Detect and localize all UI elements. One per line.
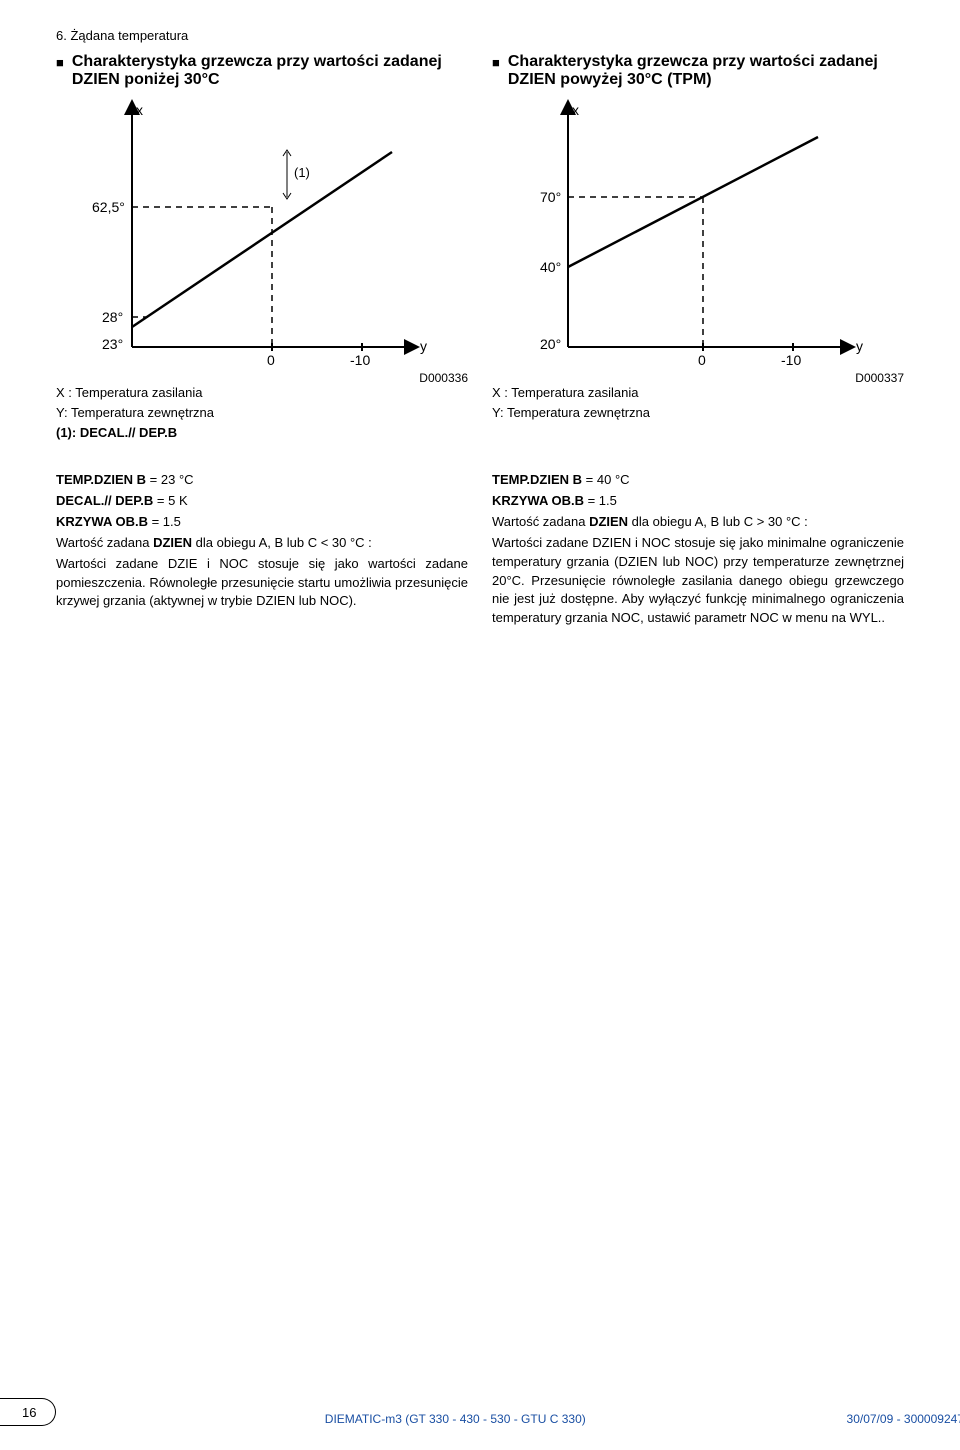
left-heading: ■ Charakterystyka grzewcza przy wartości… (56, 53, 468, 89)
axis-label-y: y (420, 338, 427, 354)
legend-y: Y: Temperatura zewnętrzna (56, 403, 468, 423)
legend-x: X : Temperatura zasilania (56, 383, 468, 403)
left-legend: X : Temperatura zasilania Y: Temperatura… (56, 383, 468, 443)
xtick: 0 (267, 352, 275, 368)
footer-center: DIEMATIC-m3 (GT 330 - 430 - 530 - GTU C … (64, 1412, 847, 1426)
ytick: 62,5° (92, 199, 125, 215)
right-chart: 70° 40° 20° 0 -10 x y (492, 97, 904, 377)
ytick: 70° (540, 189, 561, 205)
right-heading: ■ Charakterystyka grzewcza przy wartości… (492, 53, 904, 89)
ytick: 28° (102, 309, 123, 325)
footer-right: 30/07/09 - 300009247-001-E (847, 1412, 960, 1426)
page-footer: 16 DIEMATIC-m3 (GT 330 - 430 - 530 - GTU… (0, 1398, 960, 1426)
axis-label-x: x (136, 102, 143, 118)
page-number: 16 (0, 1398, 56, 1426)
xtick: -10 (781, 352, 801, 368)
xtick: -10 (350, 352, 370, 368)
right-heading-text: Charakterystyka grzewcza przy wartości z… (508, 53, 904, 89)
page: 6. Żądana temperatura ■ Charakterystyka … (0, 0, 960, 1450)
bullet-icon: ■ (492, 53, 500, 73)
right-body: TEMP.DZIEN B = 40 °C KRZYWA OB.B = 1.5 W… (492, 471, 904, 630)
ytick: 40° (540, 259, 561, 275)
axis-label-x: x (572, 102, 579, 118)
chart-annotation: (1) (294, 165, 310, 180)
charts-row: (1) 62,5° 28° 23° 0 -10 x y D000336 X : … (56, 97, 904, 443)
legend-1: (1): DECAL.// DEP.B (56, 423, 468, 443)
axis-label-y: y (856, 338, 863, 354)
left-body: TEMP.DZIEN B = 23 °C DECAL.// DEP.B = 5 … (56, 471, 468, 630)
headings-row: ■ Charakterystyka grzewcza przy wartości… (56, 49, 904, 91)
bullet-icon: ■ (56, 53, 64, 73)
left-chart: (1) 62,5° 28° 23° 0 -10 x y (56, 97, 468, 377)
left-heading-text: Charakterystyka grzewcza przy wartości z… (72, 53, 468, 89)
ytick: 20° (540, 336, 561, 352)
legend-x: X : Temperatura zasilania (492, 383, 904, 403)
ytick: 23° (102, 336, 123, 352)
legend-y: Y: Temperatura zewnętrzna (492, 403, 904, 423)
xtick: 0 (698, 352, 706, 368)
right-legend: X : Temperatura zasilania Y: Temperatura… (492, 383, 904, 423)
body-row: TEMP.DZIEN B = 23 °C DECAL.// DEP.B = 5 … (56, 471, 904, 630)
section-title: 6. Żądana temperatura (56, 28, 904, 43)
